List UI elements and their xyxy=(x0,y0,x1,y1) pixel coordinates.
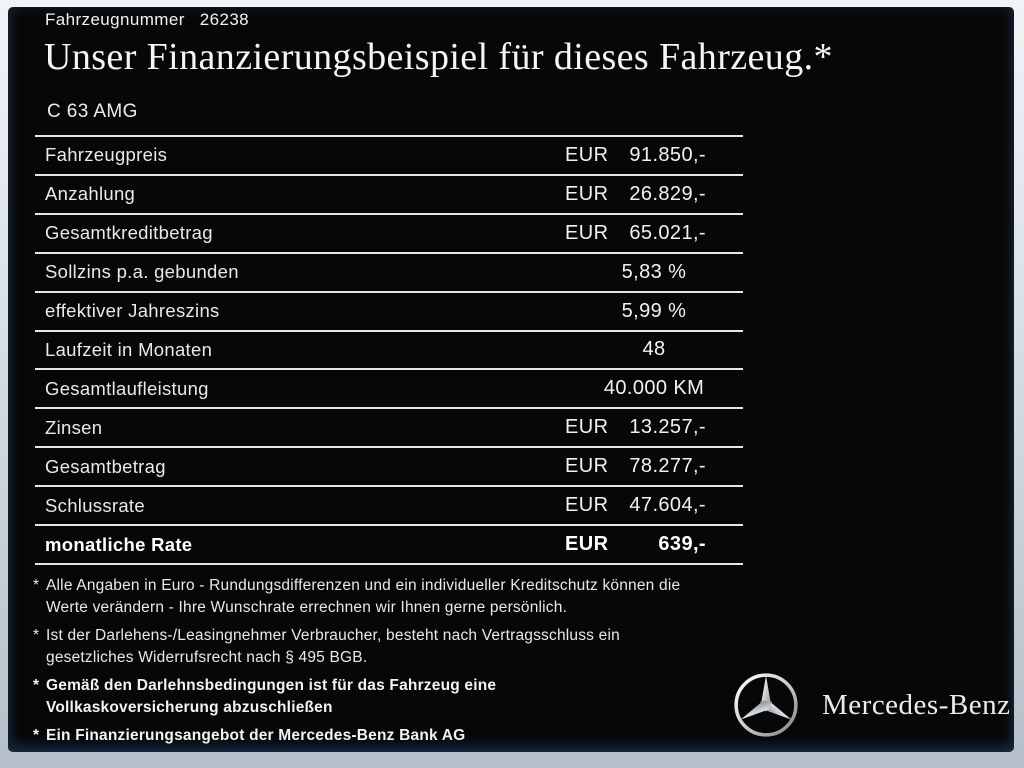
row-label: Gesamtkreditbetrag xyxy=(45,222,213,244)
row-value: EUR 639,- xyxy=(565,533,743,556)
row-value: EUR 91.850,- xyxy=(565,144,743,167)
table-row: Anzahlung EUR 26.829,- xyxy=(35,173,743,213)
amount: 65.021,- xyxy=(629,221,706,244)
footnote: * Ein Finanzierungsangebot der Mercedes-… xyxy=(33,725,763,747)
currency-label: EUR xyxy=(565,455,609,478)
finance-sheet: Fahrzeugnummer 26238 Unser Finanzierungsb… xyxy=(8,7,1014,752)
row-label: Schlussrate xyxy=(45,494,145,516)
footnote-marker: * xyxy=(33,727,40,744)
row-value: EUR 13.257,- xyxy=(565,416,743,439)
currency-label: EUR xyxy=(565,494,609,517)
brand-area: Mercedes-Benz xyxy=(732,671,1010,739)
row-value: 40.000 KM xyxy=(565,377,743,400)
table-row: Gesamtkreditbetrag EUR 65.021,- xyxy=(35,212,743,252)
amount: 40.000 KM xyxy=(603,377,705,400)
row-label: Gesamtbetrag xyxy=(45,455,166,477)
vehicle-number-label: Fahrzeugnummer xyxy=(45,10,185,29)
currency-label: EUR xyxy=(565,182,609,205)
amount: 639,- xyxy=(658,533,706,556)
page-title: Unser Finanzierungsbeispiel für dieses F… xyxy=(44,36,833,78)
vehicle-model: C 63 AMG xyxy=(47,101,138,122)
footnote: * Alle Angaben in Euro - Rundungsdiffere… xyxy=(33,575,763,618)
currency-label: EUR xyxy=(565,533,609,556)
footnotes: * Alle Angaben in Euro - Rundungsdiffere… xyxy=(33,575,763,754)
table-row: monatliche Rate EUR 639,- xyxy=(35,524,743,563)
footnote-text: Ist der Darlehens-/Leasingnehmer Verbrau… xyxy=(46,627,620,666)
footnote: * Gemäß den Darlehnsbedingungen ist für … xyxy=(33,675,763,718)
row-value: EUR 78.277,- xyxy=(565,455,743,478)
footnote-marker: * xyxy=(33,577,40,594)
footnote-marker: * xyxy=(33,677,40,694)
amount: 5,99 % xyxy=(621,299,687,322)
row-label: monatliche Rate xyxy=(45,533,193,555)
vehicle-number-value: 26238 xyxy=(199,10,250,29)
table-row: Fahrzeugpreis EUR 91.850,- xyxy=(35,135,743,174)
amount: 91.850,- xyxy=(629,143,706,166)
currency-label: EUR xyxy=(565,221,609,244)
row-value: EUR 65.021,- xyxy=(565,222,743,245)
currency-label: EUR xyxy=(565,143,609,166)
table-row: effektiver Jahreszins 5,99 % xyxy=(35,290,743,330)
row-label: Anzahlung xyxy=(45,183,136,205)
row-label: Laufzeit in Monaten xyxy=(45,338,213,360)
footnote-text: Gemäß den Darlehnsbedingungen ist für da… xyxy=(46,677,497,716)
footnote-text: Ein Finanzierungsangebot der Mercedes-Be… xyxy=(46,727,466,744)
row-value: EUR 47.604,- xyxy=(565,494,743,517)
table-row: Gesamtbetrag EUR 78.277,- xyxy=(35,446,743,485)
mercedes-star-icon xyxy=(734,673,798,737)
row-value: 5,99 % xyxy=(565,300,743,323)
row-label: Sollzins p.a. gebunden xyxy=(45,261,239,283)
footnote-text: Alle Angaben in Euro - Rundungsdifferenz… xyxy=(46,577,681,616)
table-row: Schlussrate EUR 47.604,- xyxy=(35,485,743,524)
brand-wordmark: Mercedes-Benz xyxy=(822,688,1011,721)
table-row: Sollzins p.a. gebunden 5,83 % xyxy=(35,251,743,291)
table-row: Gesamtlaufleistung 40.000 KM xyxy=(35,368,743,407)
row-value: 5,83 % xyxy=(565,261,743,284)
amount: 5,83 % xyxy=(621,260,687,283)
row-label: Gesamtlaufleistung xyxy=(45,377,209,399)
table-row: Zinsen EUR 13.257,- xyxy=(35,407,743,446)
row-label: Zinsen xyxy=(45,416,103,438)
table-row: Laufzeit in Monaten 48 xyxy=(35,329,743,369)
row-value: 48 xyxy=(565,338,743,361)
amount: 48 xyxy=(642,338,666,361)
footnote: * Ist der Darlehens-/Leasingnehmer Verbr… xyxy=(33,625,763,668)
vehicle-number: Fahrzeugnummer 26238 xyxy=(45,10,249,30)
row-value: EUR 26.829,- xyxy=(565,183,743,206)
row-label: effektiver Jahreszins xyxy=(45,300,220,322)
amount: 26.829,- xyxy=(629,182,706,205)
amount: 13.257,- xyxy=(629,416,706,439)
footnote-marker: * xyxy=(33,627,40,644)
amount: 47.604,- xyxy=(629,494,706,517)
finance-table: Fahrzeugpreis EUR 91.850,- Anzahlung EUR… xyxy=(35,135,743,565)
row-label: Fahrzeugpreis xyxy=(45,144,168,166)
currency-label: EUR xyxy=(565,416,609,439)
amount: 78.277,- xyxy=(629,455,706,478)
